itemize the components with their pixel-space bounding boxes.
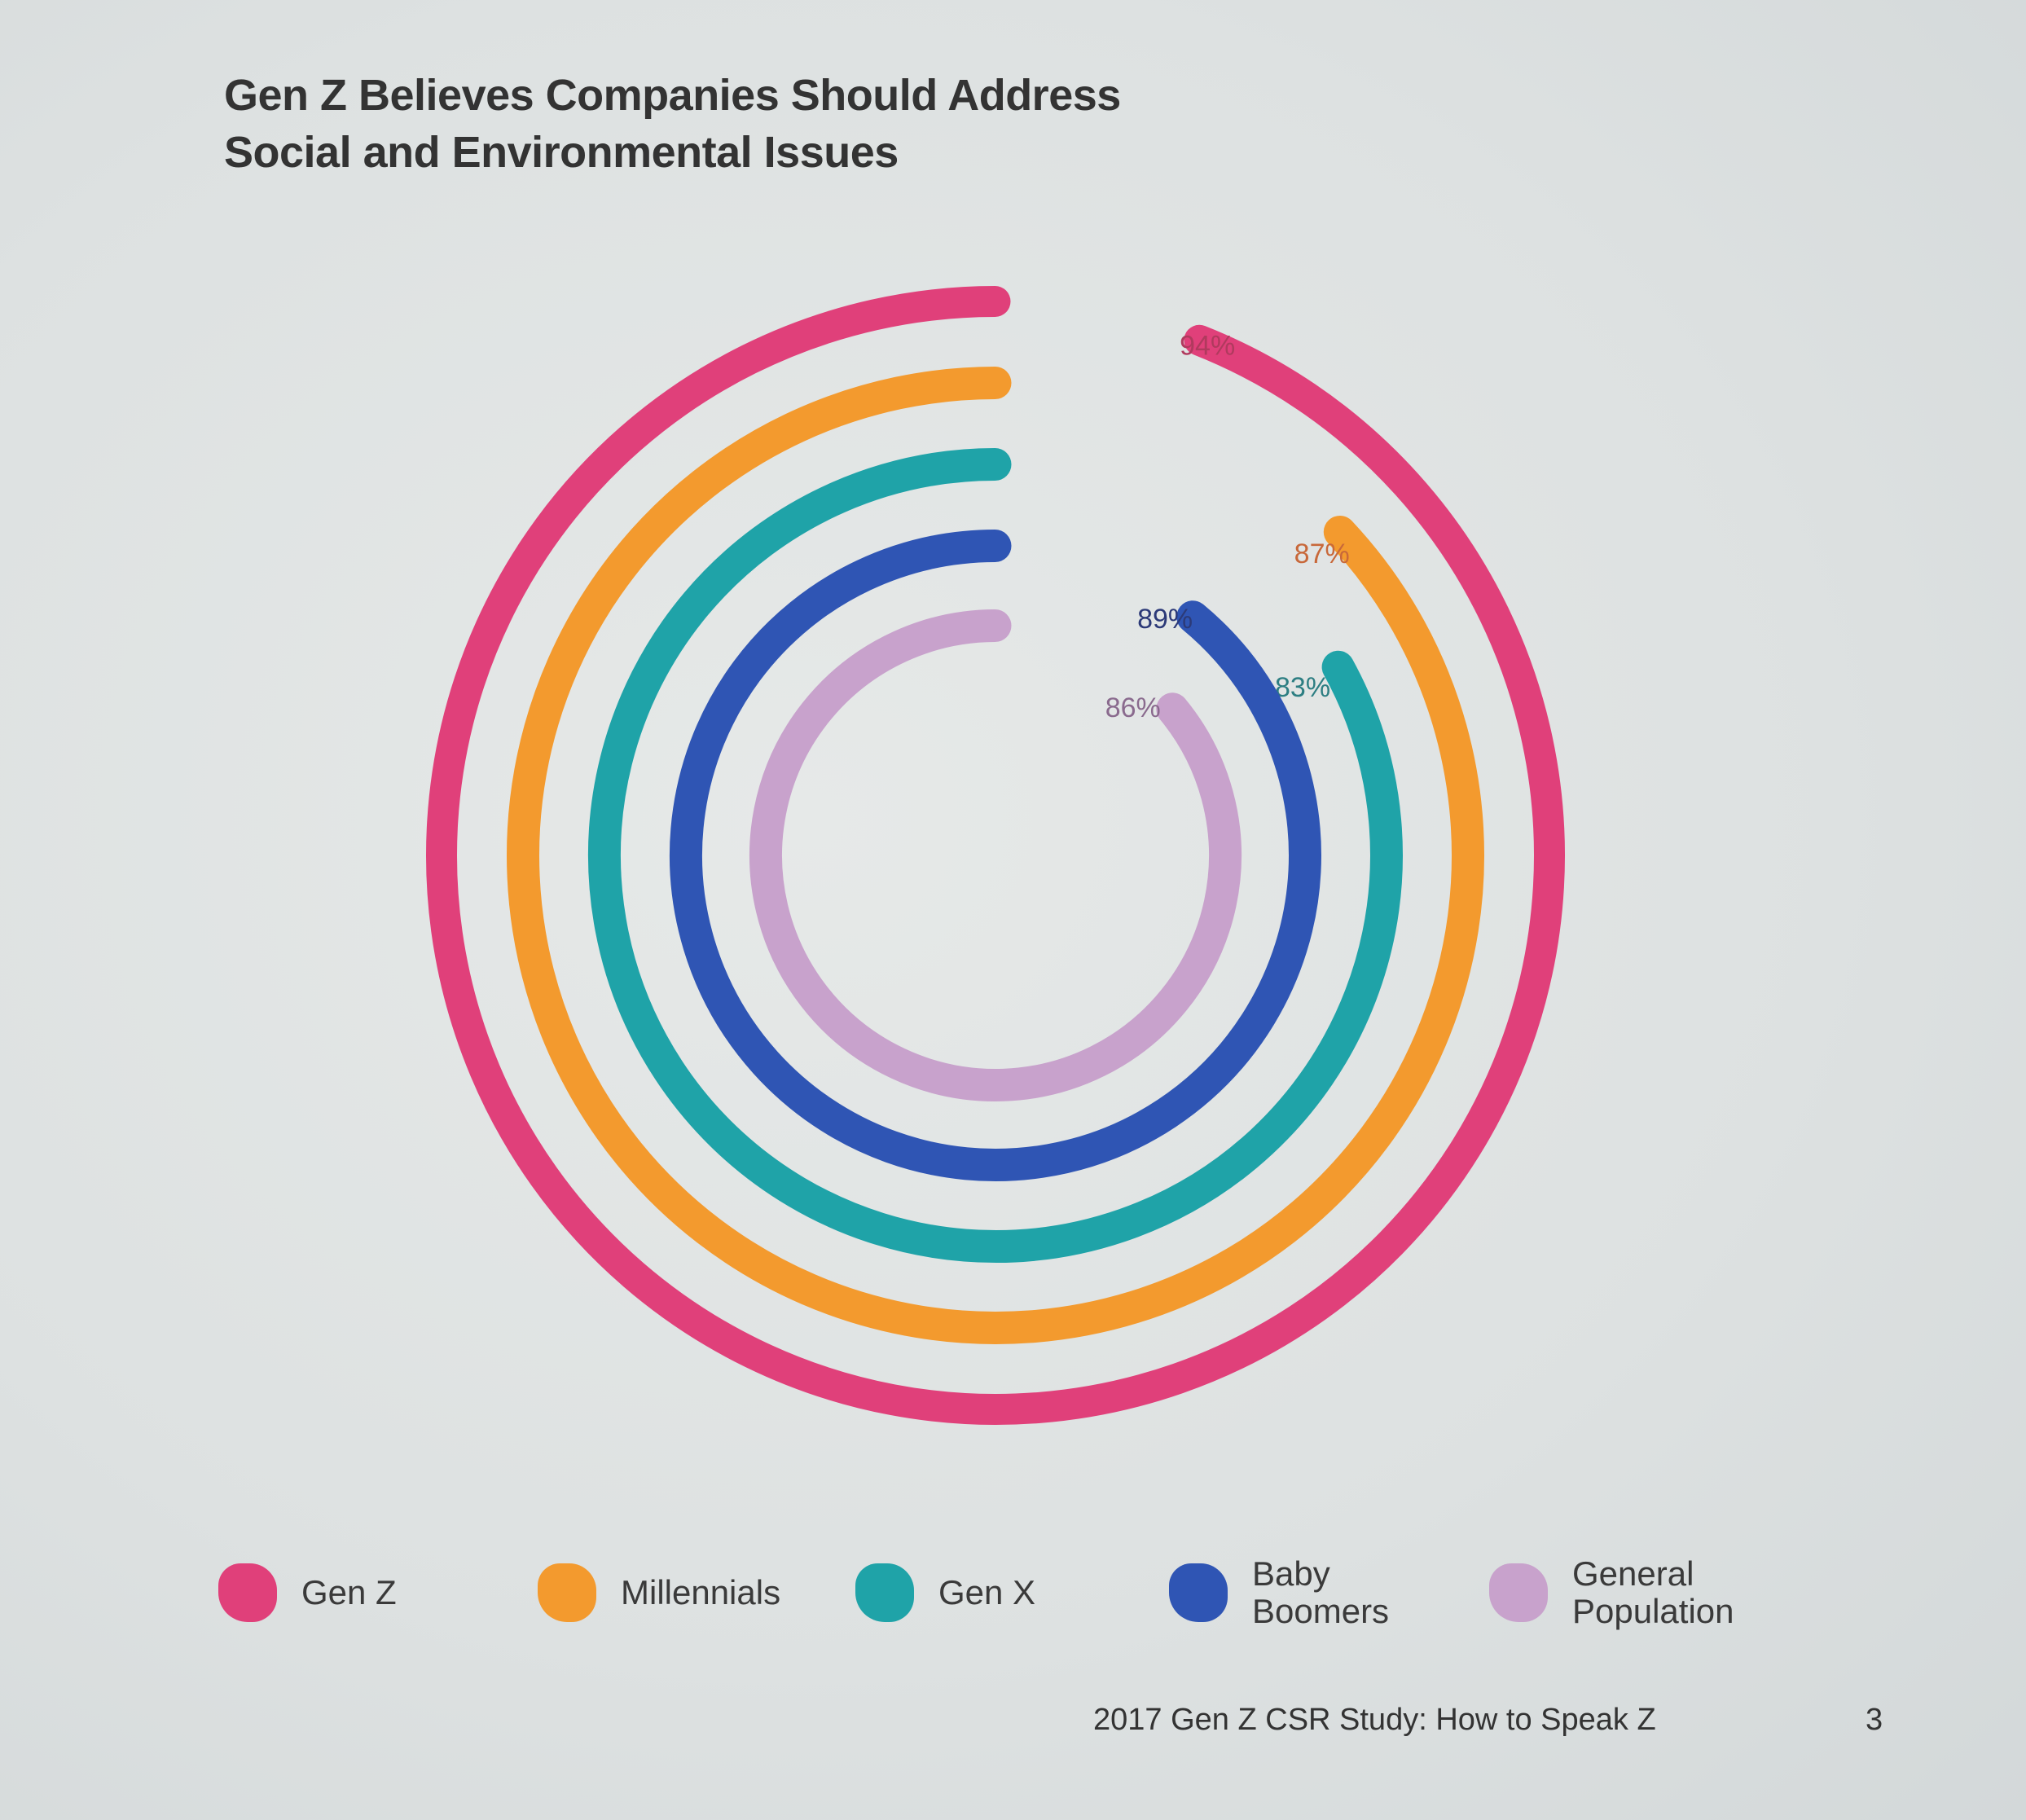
legend-swatch-baby-boomers bbox=[1169, 1563, 1228, 1622]
chart-title: Gen Z Believes Companies Should Address … bbox=[224, 67, 1121, 181]
legend-swatch-general-population bbox=[1489, 1563, 1548, 1622]
value-label-gen-z: 94% bbox=[1180, 331, 1235, 362]
footer-text: 2017 Gen Z CSR Study: How to Speak Z bbox=[1093, 1703, 1656, 1737]
legend-swatch-gen-x bbox=[855, 1563, 914, 1622]
legend-label: General Population bbox=[1572, 1554, 1734, 1630]
title-line-1: Gen Z Believes Companies Should Address bbox=[224, 71, 1121, 120]
legend-item-gen-x: Gen X bbox=[855, 1540, 1035, 1646]
legend-item-millennials: Millennials bbox=[538, 1540, 780, 1646]
value-label-gen-x: 83% bbox=[1275, 672, 1330, 703]
value-label-baby-boomers: 89% bbox=[1137, 604, 1193, 635]
legend-item-general-population: General Population bbox=[1489, 1540, 1734, 1646]
legend-swatch-gen-z bbox=[218, 1563, 277, 1622]
legend-label: Baby Boomers bbox=[1252, 1554, 1390, 1630]
legend-label: Gen Z bbox=[301, 1573, 397, 1611]
legend-item-gen-z: Gen Z bbox=[218, 1540, 397, 1646]
legend-label: Millennials bbox=[621, 1573, 781, 1611]
legend-swatch-millennials bbox=[538, 1563, 596, 1622]
arc-millennials bbox=[507, 367, 1484, 1344]
arc-gen-z bbox=[426, 286, 1565, 1425]
value-label-general-population: 86% bbox=[1105, 692, 1161, 723]
legend-label: Gen X bbox=[938, 1573, 1036, 1611]
page-number: 3 bbox=[1866, 1703, 1883, 1737]
legend: Gen Z Millennials Gen X Baby Boomers bbox=[212, 1540, 1841, 1646]
arc-gen-x bbox=[588, 448, 1403, 1263]
arc-baby-boomers bbox=[670, 530, 1321, 1181]
value-label-millennials: 87% bbox=[1294, 539, 1350, 569]
title-line-2: Social and Environmental Issues bbox=[224, 128, 899, 177]
legend-item-baby-boomers: Baby Boomers bbox=[1169, 1540, 1389, 1646]
arc-general-population bbox=[749, 609, 1242, 1101]
